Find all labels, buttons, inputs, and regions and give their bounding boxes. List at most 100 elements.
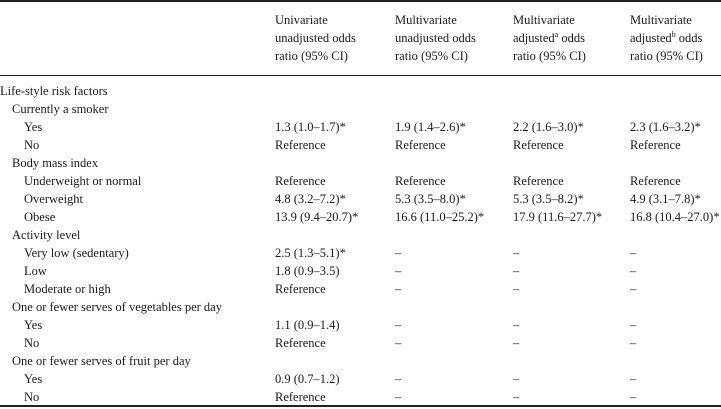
risk-factor-label: One or fewer serves of vegetables per da… bbox=[12, 300, 222, 314]
odds-ratio-cell: Reference bbox=[275, 282, 326, 296]
table-row: Currently a smoker bbox=[0, 100, 721, 118]
odds-ratio-cell: – bbox=[630, 372, 637, 386]
odds-ratio-cell: Reference bbox=[630, 138, 681, 152]
table-row: Body mass index bbox=[0, 154, 721, 172]
odds-ratio-cell: 1.3 (1.0–1.7)* bbox=[275, 120, 346, 134]
column-header-multivariate-unadjusted: Multivariate unadjusted odds ratio (95% … bbox=[395, 11, 476, 65]
table-row: No Reference Reference Reference Reference bbox=[0, 136, 721, 154]
category-label: Yes bbox=[24, 120, 43, 134]
odds-ratio-cell: – bbox=[513, 246, 520, 260]
odds-ratio-cell: Reference bbox=[513, 138, 564, 152]
category-label: Low bbox=[24, 264, 47, 278]
category-label: Yes bbox=[24, 372, 43, 386]
odds-ratio-cell: – bbox=[513, 372, 520, 386]
header-line: ratio (95% CI) bbox=[513, 49, 586, 63]
table-row: Very low (sedentary) 2.5 (1.3–5.1)* – – – bbox=[0, 244, 721, 262]
header-line: unadjusted odds bbox=[275, 31, 356, 45]
odds-ratio-cell: – bbox=[395, 264, 402, 278]
table-body: Life-style risk factors Currently a smoke… bbox=[0, 82, 721, 406]
header-word: odds bbox=[678, 31, 703, 45]
header-word: odds bbox=[561, 31, 585, 45]
table-row: Overweight 4.8 (3.2–7.2)* 5.3 (3.5–8.0)* 5.… bbox=[0, 190, 721, 208]
header-line: adjusteda odds bbox=[513, 29, 586, 47]
table-row: Yes 0.9 (0.7–1.2) – – – bbox=[0, 370, 721, 388]
odds-ratio-cell: 2.2 (1.6–3.0)* bbox=[513, 120, 584, 134]
odds-ratio-cell: – bbox=[513, 390, 520, 404]
odds-ratio-cell: – bbox=[513, 282, 520, 296]
table-row: One or fewer serves of fruit per day bbox=[0, 352, 721, 370]
odds-ratio-cell: – bbox=[513, 318, 520, 332]
category-label: No bbox=[24, 390, 40, 404]
table-row: Yes 1.3 (1.0–1.7)* 1.9 (1.4–2.6)* 2.2 (1.6–… bbox=[0, 118, 721, 136]
category-label: Very low (sedentary) bbox=[24, 246, 129, 260]
odds-ratio-cell: Reference bbox=[395, 138, 446, 152]
odds-ratio-cell: – bbox=[630, 318, 637, 332]
table-row: Underweight or normal Reference Reference R… bbox=[0, 172, 721, 190]
table-row: Obese 13.9 (9.4–20.7)* 16.6 (11.0–25.2)* 17… bbox=[0, 208, 721, 226]
odds-ratio-cell: 4.8 (3.2–7.2)* bbox=[275, 192, 346, 206]
risk-factor-label: Currently a smoker bbox=[12, 102, 109, 116]
odds-ratio-cell: 1.8 (0.9–3.5) bbox=[275, 264, 340, 278]
odds-ratio-cell: 2.3 (1.6–3.2)* bbox=[630, 120, 701, 134]
odds-ratio-cell: 5.3 (3.5–8.2)* bbox=[513, 192, 584, 206]
header-word: adjusted bbox=[513, 31, 555, 45]
table-row: Life-style risk factors bbox=[0, 82, 721, 100]
odds-ratio-cell: – bbox=[395, 282, 402, 296]
category-label: Overweight bbox=[24, 192, 84, 206]
odds-ratio-cell: 2.5 (1.3–5.1)* bbox=[275, 246, 346, 260]
odds-ratio-cell: 4.9 (3.1–7.8)* bbox=[630, 192, 701, 206]
column-header-multivariate-adjusted-b: Multivariate adjustedb odds ratio (95% C… bbox=[630, 11, 703, 65]
odds-ratio-cell: – bbox=[513, 336, 520, 350]
table-row: No Reference – – – bbox=[0, 388, 721, 406]
category-label: Obese bbox=[24, 210, 56, 224]
footnote-marker: a bbox=[554, 30, 559, 39]
table-top-rule bbox=[0, 0, 721, 2]
odds-ratio-cell: Reference bbox=[275, 174, 326, 188]
odds-ratio-cell: – bbox=[395, 246, 402, 260]
odds-ratio-cell: 13.9 (9.4–20.7)* bbox=[275, 210, 359, 224]
odds-ratio-cell: – bbox=[630, 264, 637, 278]
odds-ratio-cell: – bbox=[630, 246, 637, 260]
footnote-marker: b bbox=[671, 30, 676, 39]
header-line: ratio (95% CI) bbox=[630, 49, 703, 63]
header-line: ratio (95% CI) bbox=[275, 49, 348, 63]
category-label: Yes bbox=[24, 318, 43, 332]
odds-ratio-cell: 1.1 (0.9–1.4) bbox=[275, 318, 340, 332]
table-row: One or fewer serves of vegetables per da… bbox=[0, 298, 721, 316]
risk-factor-label: Body mass index bbox=[12, 156, 99, 170]
odds-ratio-cell: – bbox=[395, 336, 402, 350]
category-label: No bbox=[24, 336, 40, 350]
table-row: Activity level bbox=[0, 226, 721, 244]
header-rule bbox=[0, 75, 721, 76]
odds-ratio-cell: 1.9 (1.4–2.6)* bbox=[395, 120, 466, 134]
table-row: Low 1.8 (0.9–3.5) – – – bbox=[0, 262, 721, 280]
header-line: Multivariate bbox=[513, 13, 575, 27]
column-header-univariate-unadjusted: Univariate unadjusted odds ratio (95% CI… bbox=[275, 11, 356, 65]
column-header-multivariate-adjusted-a: Multivariate adjusteda odds ratio (95% C… bbox=[513, 11, 586, 65]
odds-ratio-cell: 16.8 (10.4–27.0)* bbox=[630, 210, 720, 224]
odds-ratio-cell: – bbox=[395, 318, 402, 332]
odds-ratio-cell: Reference bbox=[513, 174, 564, 188]
odds-ratio-cell: Reference bbox=[275, 390, 326, 404]
odds-ratio-cell: 17.9 (11.6–27.7)* bbox=[513, 210, 603, 224]
odds-ratio-cell: – bbox=[630, 336, 637, 350]
risk-factor-label: One or fewer serves of fruit per day bbox=[12, 354, 191, 368]
category-label: Moderate or high bbox=[24, 282, 111, 296]
table-bottom-rule bbox=[0, 405, 721, 407]
header-line: unadjusted odds bbox=[395, 31, 476, 45]
odds-ratio-cell: – bbox=[395, 372, 402, 386]
table-row: Yes 1.1 (0.9–1.4) – – – bbox=[0, 316, 721, 334]
table-row: No Reference – – – bbox=[0, 334, 721, 352]
odds-ratio-cell: – bbox=[395, 390, 402, 404]
odds-ratio-cell: – bbox=[630, 390, 637, 404]
table-row: Moderate or high Reference – – – bbox=[0, 280, 721, 298]
section-heading: Life-style risk factors bbox=[0, 84, 108, 98]
odds-ratio-cell: – bbox=[513, 264, 520, 278]
category-label: Underweight or normal bbox=[24, 174, 142, 188]
odds-ratio-cell: Reference bbox=[395, 174, 446, 188]
header-word: adjusted bbox=[630, 31, 672, 45]
header-line: Multivariate bbox=[395, 13, 457, 27]
header-line: adjustedb odds bbox=[630, 29, 703, 47]
odds-ratio-cell: – bbox=[630, 282, 637, 296]
